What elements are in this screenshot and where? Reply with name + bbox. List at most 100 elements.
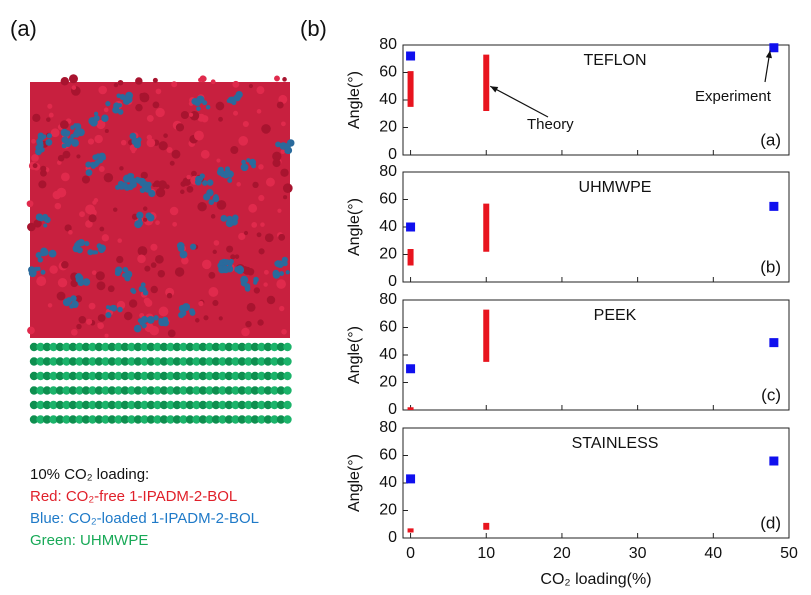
loaded-molecule	[46, 133, 53, 139]
loaded-molecule	[136, 220, 143, 227]
molecule	[88, 302, 96, 310]
polymer-bead	[94, 357, 104, 366]
loaded-molecule	[226, 215, 233, 222]
polymer-bead	[42, 357, 52, 366]
theory-range	[407, 249, 414, 266]
molecule	[245, 320, 252, 328]
polymer-bead	[42, 400, 52, 410]
polymer-bead	[88, 386, 97, 395]
molecule	[143, 297, 151, 305]
loaded-molecule	[35, 251, 42, 259]
molecule	[137, 246, 148, 256]
polymer-bead	[276, 371, 286, 381]
molecule	[248, 203, 258, 213]
polymer-bead	[263, 371, 273, 381]
theory-range	[483, 522, 490, 530]
polymer-bead	[224, 386, 234, 395]
polymer-bead	[36, 342, 45, 352]
polymer-bead	[153, 371, 162, 381]
molecule	[226, 245, 234, 253]
polymer-bead	[133, 415, 143, 424]
loaded-molecule	[227, 177, 233, 183]
molecule	[186, 174, 191, 180]
molecule	[169, 160, 175, 166]
y-tick-label: 80	[379, 291, 397, 308]
molecule	[200, 149, 210, 159]
polymer-bead	[250, 371, 260, 381]
molecule	[152, 101, 160, 109]
loaded-molecule	[190, 243, 197, 250]
polymer-bead	[159, 342, 169, 352]
molecule	[46, 117, 51, 122]
molecule	[261, 124, 271, 134]
polymer-bead	[75, 371, 84, 381]
polymer-bead	[62, 386, 71, 395]
polymer-bead	[263, 342, 273, 352]
molecule	[264, 233, 274, 243]
polymer-bead	[244, 357, 253, 366]
molecule	[146, 138, 156, 148]
polymer-bead	[68, 386, 78, 395]
molecule	[212, 299, 219, 307]
molecule	[256, 109, 262, 114]
polymer-bead	[153, 386, 162, 395]
polymer-bead	[172, 371, 182, 381]
polymer-bead	[68, 371, 78, 381]
polymer-bead	[263, 415, 273, 424]
loaded-molecule	[228, 258, 234, 265]
polymer-bead	[29, 342, 39, 352]
polymer-bead	[94, 386, 104, 395]
polymer-bead	[146, 371, 156, 381]
polymer-bead	[211, 357, 221, 366]
molecule	[174, 267, 185, 277]
loaded-molecule	[188, 308, 195, 315]
polymer-bead	[159, 400, 169, 410]
molecule	[181, 256, 189, 265]
loaded-molecule	[119, 94, 126, 101]
polymer-bead	[179, 415, 188, 424]
polymer-bead	[62, 371, 71, 381]
polymer-bead	[250, 400, 260, 410]
polymer-bead	[81, 342, 91, 352]
y-tick-label: 40	[379, 218, 397, 235]
polymer-bead	[224, 342, 234, 352]
loaded-molecule	[224, 259, 230, 266]
polymer-bead	[270, 371, 279, 381]
molecule	[280, 149, 286, 154]
loaded-molecule	[130, 287, 136, 293]
molecule	[104, 333, 109, 338]
polymer-bead	[55, 342, 65, 352]
polymer-bead	[231, 357, 240, 366]
polymer-bead	[224, 400, 234, 410]
molecule	[60, 172, 70, 182]
molecule	[203, 315, 209, 321]
polymer-bead	[29, 357, 39, 366]
x-tick-label: 40	[704, 545, 722, 562]
molecule	[246, 302, 256, 312]
molecule	[263, 269, 269, 275]
polymer-bead	[192, 415, 201, 424]
polymer-bead	[172, 415, 182, 424]
molecule	[91, 270, 97, 275]
polymer-bead	[159, 357, 169, 366]
molecule	[33, 219, 42, 228]
polymer-bead	[88, 371, 97, 381]
molecule	[234, 254, 240, 259]
polymer-bead	[81, 400, 91, 410]
loaded-molecule	[122, 266, 129, 273]
polymer-bead	[257, 400, 266, 410]
loaded-molecule	[94, 162, 99, 167]
polymer-bead	[244, 400, 253, 410]
loaded-molecule	[133, 324, 142, 333]
molecule	[158, 180, 167, 190]
polymer-bead	[94, 371, 104, 381]
polymer-bead	[257, 371, 266, 381]
molecule	[216, 200, 227, 210]
loaded-molecule	[134, 138, 141, 146]
polymer-bead	[218, 342, 227, 352]
molecule	[256, 232, 262, 238]
molecule	[213, 240, 220, 246]
loaded-molecule	[179, 244, 185, 250]
molecule	[171, 149, 181, 159]
loaded-molecule	[182, 303, 191, 312]
